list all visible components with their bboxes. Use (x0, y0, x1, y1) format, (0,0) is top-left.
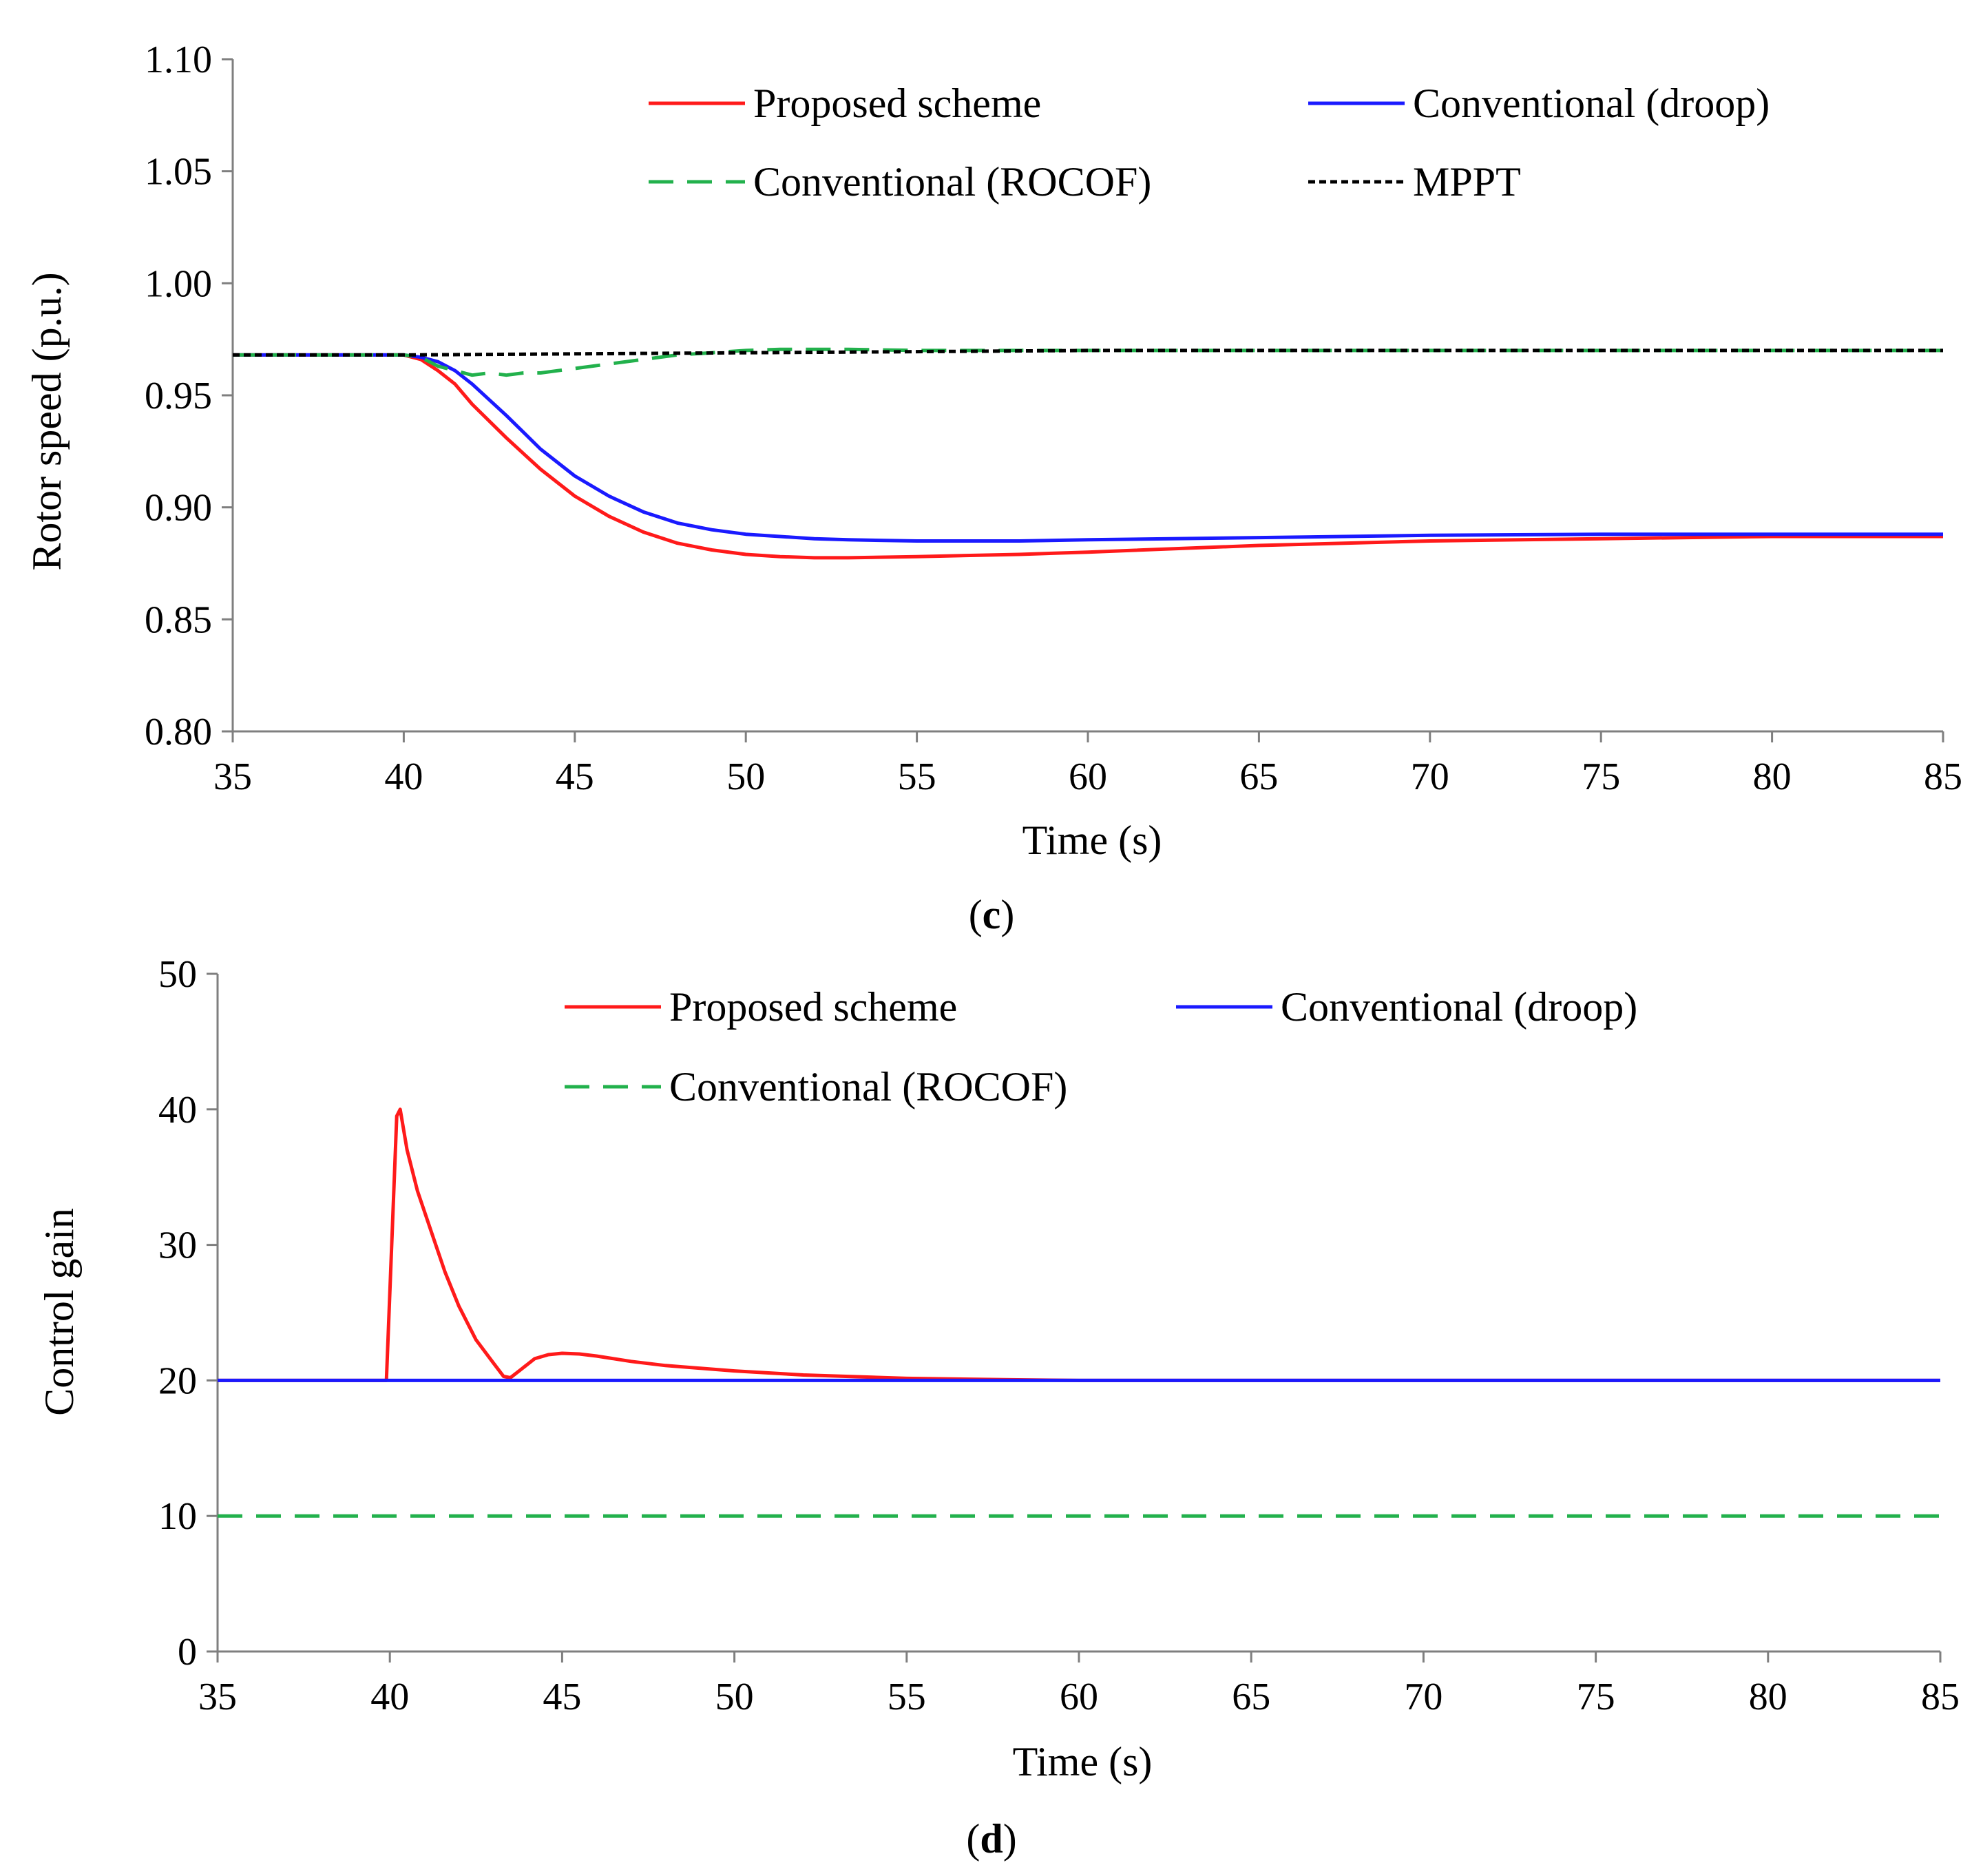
legend-label-proposed: Proposed scheme (669, 984, 957, 1030)
series-line-conventional-droop (233, 353, 1943, 543)
x-tick-label: 45 (556, 755, 594, 798)
x-tick-label: 60 (1069, 755, 1107, 798)
y-tick-label: 0.80 (145, 711, 212, 753)
y-tick-label: 0.90 (145, 487, 212, 530)
x-tick-label: 80 (1753, 755, 1792, 798)
x-tick-label: 65 (1232, 1676, 1270, 1718)
control-gain-x-ticks: 35 40 45 50 55 60 65 70 75 80 85 (198, 1651, 1960, 1718)
legend-label-rocof: Conventional (ROCOF) (753, 159, 1151, 205)
x-tick-label: 85 (1921, 1676, 1960, 1718)
rotor-speed-legend: Proposed scheme Conventional (droop) Con… (649, 81, 1770, 205)
x-tick-label: 70 (1404, 1676, 1442, 1718)
y-tick-label: 0 (178, 1631, 197, 1674)
x-tick-label: 70 (1411, 755, 1449, 798)
rotor-speed-caption: (c) (969, 892, 1015, 937)
x-tick-label: 60 (1060, 1676, 1098, 1718)
control-gain-caption: (d) (966, 1816, 1016, 1862)
rotor-speed-y-ticks: 0.80 0.85 0.90 0.95 1.00 1.05 1.10 (145, 39, 233, 753)
x-tick-label: 35 (198, 1676, 237, 1718)
y-tick-label: 0.85 (145, 598, 212, 641)
control-gain-caption-letter: d (980, 1816, 1003, 1862)
x-tick-label: 85 (1924, 755, 1962, 798)
control-gain-x-axis-label: Time (s) (1013, 1739, 1153, 1784)
y-tick-label: 10 (158, 1495, 197, 1538)
x-tick-label: 50 (726, 755, 765, 798)
chart-rotor-speed: 0.80 0.85 0.90 0.95 1.00 1.05 1.10 35 40 45 50 55 6… (24, 39, 1962, 937)
y-tick-label: 40 (158, 1089, 197, 1132)
control-gain-y-ticks: 0 10 20 30 40 50 (158, 953, 218, 1674)
legend-label-droop: Conventional (droop) (1281, 984, 1637, 1030)
rotor-speed-x-ticks: 35 40 45 50 55 60 65 70 75 80 85 (213, 731, 1962, 798)
y-tick-label: 30 (158, 1224, 197, 1267)
rotor-speed-y-axis-label: Rotor speed (p.u.) (24, 272, 70, 570)
y-tick-label: 1.10 (145, 39, 212, 81)
x-tick-label: 50 (715, 1676, 754, 1718)
rotor-speed-caption-letter: c (983, 892, 1001, 937)
legend-label-rocof: Conventional (ROCOF) (669, 1064, 1067, 1109)
x-tick-label: 40 (370, 1676, 409, 1718)
control-gain-series (218, 1107, 1940, 1518)
legend-label-mppt: MPPT (1413, 159, 1521, 205)
rotor-speed-series (233, 347, 1943, 560)
x-tick-label: 45 (543, 1676, 581, 1718)
control-gain-y-axis-label: Control gain (36, 1208, 82, 1416)
series-line-proposed-scheme (233, 353, 1943, 560)
legend-label-droop: Conventional (droop) (1413, 81, 1770, 126)
x-tick-label: 40 (384, 755, 423, 798)
x-tick-label: 80 (1749, 1676, 1787, 1718)
x-tick-label: 75 (1577, 1676, 1615, 1718)
y-tick-label: 1.00 (145, 262, 212, 305)
series-line-mppt (233, 348, 1943, 357)
chart-control-gain: 0 10 20 30 40 50 35 40 45 50 55 60 65 70 75 80 85 Time … (36, 953, 1960, 1862)
x-tick-label: 65 (1239, 755, 1278, 798)
x-tick-label: 75 (1582, 755, 1620, 798)
y-tick-label: 1.05 (145, 151, 212, 194)
y-tick-label: 50 (158, 953, 197, 996)
x-tick-label: 55 (898, 755, 936, 798)
y-tick-label: 0.95 (145, 375, 212, 417)
legend-label-proposed: Proposed scheme (753, 81, 1041, 126)
x-tick-label: 35 (213, 755, 252, 798)
control-gain-legend: Proposed scheme Conventional (droop) Con… (565, 984, 1637, 1109)
y-tick-label: 20 (158, 1359, 197, 1402)
series-line-proposed-scheme (218, 1107, 1940, 1382)
rotor-speed-x-axis-label: Time (s) (1022, 817, 1162, 863)
x-tick-label: 55 (888, 1676, 926, 1718)
